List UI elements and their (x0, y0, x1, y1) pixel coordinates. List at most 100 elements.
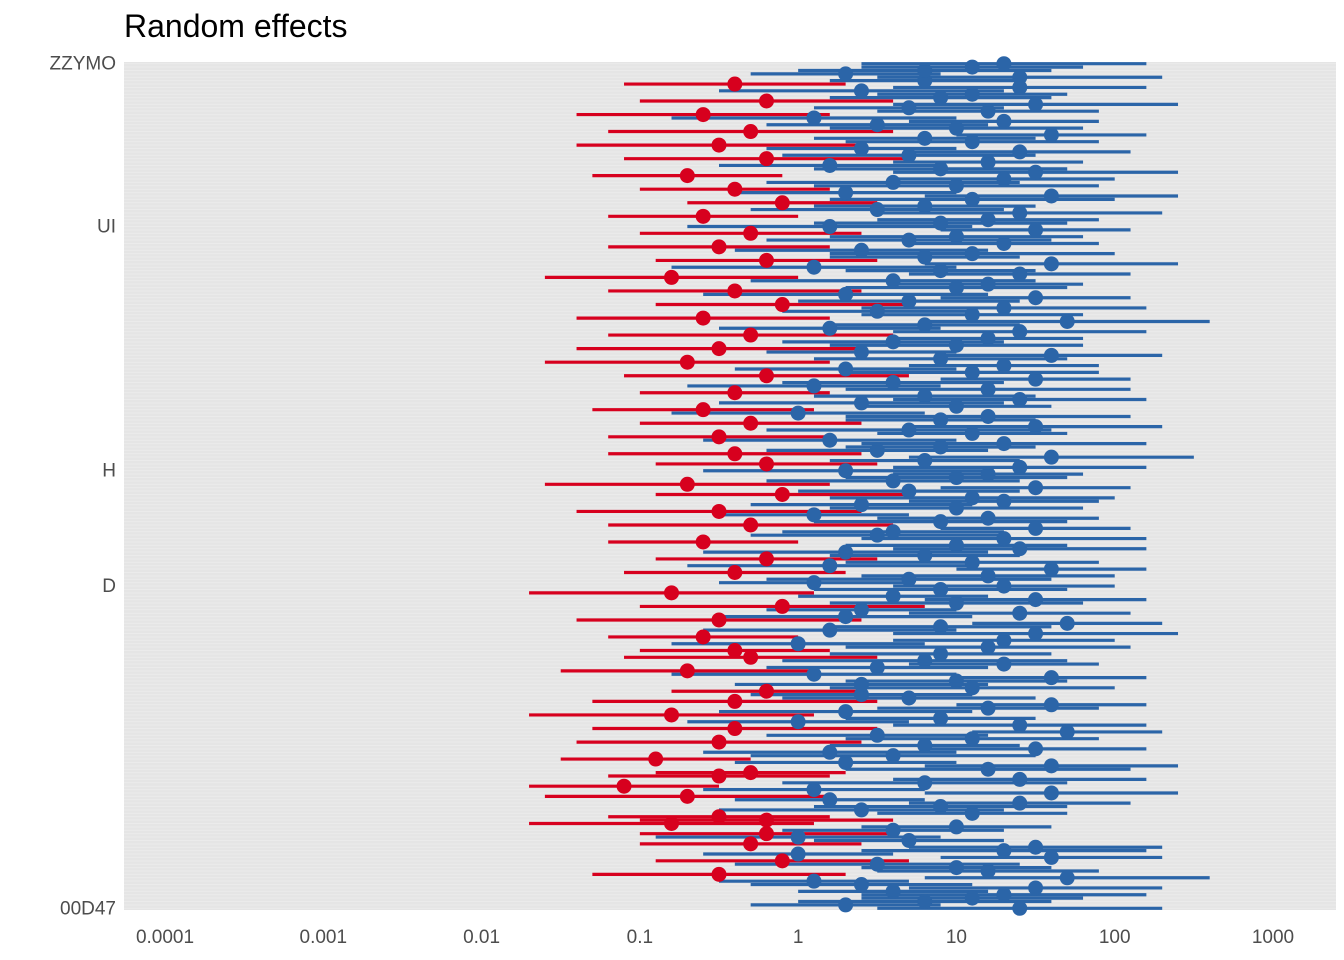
effect-point (917, 453, 933, 469)
effect-point (964, 890, 980, 906)
effect-point (853, 83, 869, 99)
effect-point (758, 551, 774, 567)
effect-point (822, 157, 838, 173)
effect-point (996, 300, 1012, 316)
effect-point (996, 493, 1012, 509)
effect-point (948, 673, 964, 689)
effect-point (774, 598, 790, 614)
effect-point (1028, 626, 1044, 642)
effect-point (996, 578, 1012, 594)
chart-title: Random effects (124, 8, 348, 44)
effect-point (822, 622, 838, 638)
effect-point (996, 171, 1012, 187)
effect-point (711, 503, 727, 519)
effect-point (790, 405, 806, 421)
effect-point (980, 408, 996, 424)
effect-point (885, 524, 901, 540)
effect-point (964, 364, 980, 380)
effect-point (711, 734, 727, 750)
effect-point (933, 439, 949, 455)
effect-point (901, 293, 917, 309)
effect-point (885, 334, 901, 350)
effect-point (1012, 771, 1028, 787)
effect-point (1043, 188, 1059, 204)
effect-point (964, 425, 980, 441)
effect-point (964, 805, 980, 821)
effect-point (838, 361, 854, 377)
effect-point (948, 398, 964, 414)
effect-point (901, 483, 917, 499)
x-tick-label: 0.001 (300, 927, 348, 948)
y-axis-label: UI (97, 217, 116, 238)
effect-point (1059, 724, 1075, 740)
effect-point (901, 832, 917, 848)
effect-point (838, 66, 854, 82)
effect-point (727, 693, 743, 709)
effect-point (885, 273, 901, 289)
x-tick-label: 0.1 (627, 927, 653, 948)
effect-point (933, 412, 949, 428)
effect-point (996, 843, 1012, 859)
effect-point (917, 653, 933, 669)
effect-point (727, 283, 743, 299)
effect-point (1059, 313, 1075, 329)
effect-point (917, 130, 933, 146)
effect-point (1012, 266, 1028, 282)
effect-point (727, 564, 743, 580)
effect-point (917, 62, 933, 78)
effect-point (758, 826, 774, 842)
effect-point (648, 751, 664, 767)
effect-point (711, 612, 727, 628)
effect-point (933, 581, 949, 597)
effect-point (1012, 717, 1028, 733)
effect-point (853, 242, 869, 258)
effect-point (933, 90, 949, 106)
effect-point (996, 632, 1012, 648)
effect-point (743, 225, 759, 241)
effect-point (885, 748, 901, 764)
y-axis-label: 00D47 (60, 898, 116, 919)
effect-point (1043, 670, 1059, 686)
effect-point (1043, 256, 1059, 272)
effect-point (1028, 480, 1044, 496)
effect-point (933, 646, 949, 662)
effect-point (743, 517, 759, 533)
effect-point (980, 700, 996, 716)
effect-point (948, 819, 964, 835)
effect-point (790, 829, 806, 845)
effect-point (948, 280, 964, 296)
effect-point (1059, 615, 1075, 631)
effect-point (679, 788, 695, 804)
effect-point (743, 649, 759, 665)
effect-point (980, 103, 996, 119)
effect-point (948, 178, 964, 194)
x-tick-label: 0.0001 (136, 927, 194, 948)
effect-point (917, 775, 933, 791)
effect-point (1012, 605, 1028, 621)
effect-point (743, 327, 759, 343)
effect-point (806, 666, 822, 682)
effect-point (996, 887, 1012, 903)
effect-point (901, 147, 917, 163)
effect-point (758, 683, 774, 699)
effect-point (980, 863, 996, 879)
effect-point (838, 286, 854, 302)
effect-point (838, 704, 854, 720)
effect-point (1012, 795, 1028, 811)
effect-point (822, 744, 838, 760)
effect-point (1028, 222, 1044, 238)
effect-point (980, 568, 996, 584)
effect-point (933, 514, 949, 530)
x-tick-label: 0.01 (463, 927, 500, 948)
effect-point (853, 497, 869, 513)
effect-point (917, 894, 933, 910)
effect-point (885, 588, 901, 604)
effect-point (806, 507, 822, 523)
effect-point (727, 721, 743, 737)
effect-point (1012, 69, 1028, 85)
effect-point (695, 534, 711, 550)
effect-point (806, 259, 822, 275)
effect-point (885, 822, 901, 838)
effect-point (758, 93, 774, 109)
